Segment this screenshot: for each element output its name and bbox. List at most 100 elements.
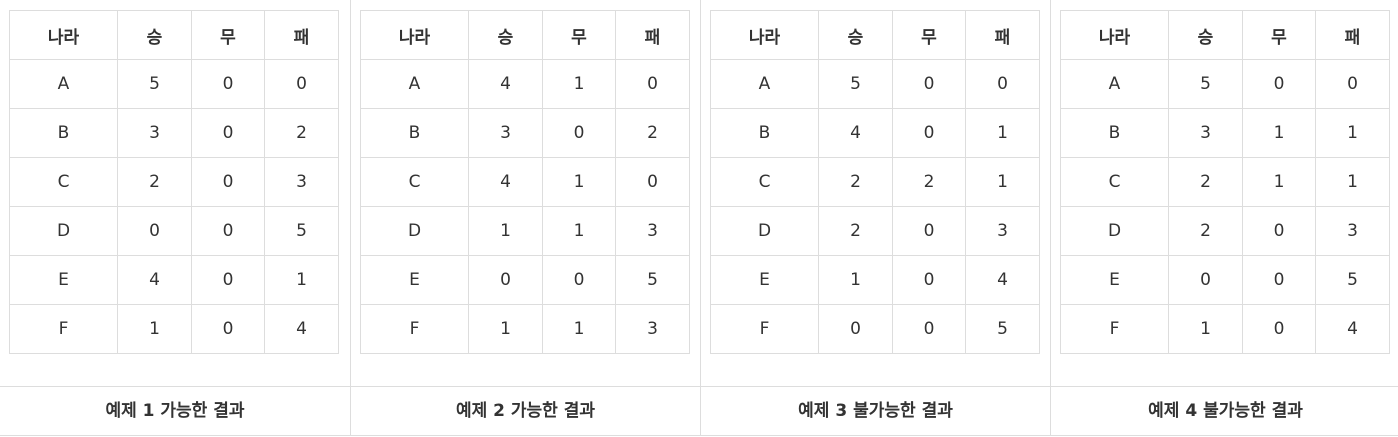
header-losses: 패 [615, 10, 690, 60]
example-caption-2: 예제 2 가능한 결과 [350, 387, 700, 435]
header-wins: 승 [468, 10, 543, 60]
header-losses: 패 [965, 10, 1040, 60]
draws-cell: 0 [191, 255, 265, 305]
losses-cell: 3 [1315, 206, 1390, 256]
losses-cell: 0 [615, 157, 690, 207]
wins-cell: 1 [1168, 304, 1243, 354]
wins-cell: 3 [117, 108, 192, 158]
country-cell: D [360, 206, 469, 256]
losses-cell: 4 [264, 304, 339, 354]
header-draws: 무 [542, 10, 616, 60]
wins-cell: 2 [117, 157, 192, 207]
draws-cell: 0 [892, 206, 966, 256]
draws-cell: 0 [542, 108, 616, 158]
draws-cell: 1 [1242, 108, 1316, 158]
wins-cell: 2 [1168, 157, 1243, 207]
losses-cell: 5 [1315, 255, 1390, 305]
country-cell: F [360, 304, 469, 354]
wins-cell: 1 [117, 304, 192, 354]
losses-cell: 0 [1315, 59, 1390, 109]
draws-cell: 0 [191, 157, 265, 207]
draws-cell: 1 [1242, 157, 1316, 207]
header-row: 나라 승 무 패 [9, 10, 339, 60]
wins-cell: 2 [1168, 206, 1243, 256]
draws-cell: 0 [892, 108, 966, 158]
header-losses: 패 [1315, 10, 1390, 60]
draws-cell: 0 [1242, 304, 1316, 354]
losses-cell: 1 [965, 108, 1040, 158]
header-wins: 승 [117, 10, 192, 60]
wins-cell: 1 [468, 206, 543, 256]
header-row: 나라 승 무 패 [710, 10, 1040, 60]
country-cell: E [1060, 255, 1169, 305]
wins-cell: 4 [818, 108, 893, 158]
losses-cell: 3 [264, 157, 339, 207]
losses-cell: 5 [965, 304, 1040, 354]
wins-cell: 1 [468, 304, 543, 354]
losses-cell: 0 [965, 59, 1040, 109]
header-wins: 승 [1168, 10, 1243, 60]
example-caption-4: 예제 4 불가능한 결과 [1050, 387, 1398, 435]
country-cell: F [9, 304, 118, 354]
losses-cell: 3 [615, 206, 690, 256]
losses-cell: 0 [264, 59, 339, 109]
header-country: 나라 [9, 10, 118, 60]
header-row: 나라 승 무 패 [1060, 10, 1390, 60]
country-cell: C [710, 157, 819, 207]
wins-cell: 1 [818, 255, 893, 305]
country-cell: C [360, 157, 469, 207]
country-cell: E [360, 255, 469, 305]
header-draws: 무 [1242, 10, 1316, 60]
country-cell: E [710, 255, 819, 305]
header-row: 나라 승 무 패 [360, 10, 690, 60]
draws-cell: 1 [542, 59, 616, 109]
wins-cell: 3 [468, 108, 543, 158]
draws-cell: 0 [542, 255, 616, 305]
country-cell: A [1060, 59, 1169, 109]
example-caption-1: 예제 1 가능한 결과 [105, 401, 245, 421]
draws-cell: 1 [542, 304, 616, 354]
losses-cell: 0 [615, 59, 690, 109]
country-cell: B [360, 108, 469, 158]
losses-cell: 4 [1315, 304, 1390, 354]
losses-cell: 2 [264, 108, 339, 158]
draws-cell: 0 [892, 304, 966, 354]
draws-cell: 0 [892, 255, 966, 305]
wins-cell: 4 [468, 59, 543, 109]
losses-cell: 2 [615, 108, 690, 158]
draws-cell: 0 [892, 59, 966, 109]
losses-cell: 1 [965, 157, 1040, 207]
draws-cell: 0 [1242, 255, 1316, 305]
country-cell: B [1060, 108, 1169, 158]
draws-cell: 0 [191, 206, 265, 256]
example-caption-3: 예제 3 불가능한 결과 [700, 387, 1050, 435]
header-country: 나라 [1060, 10, 1169, 60]
country-cell: A [710, 59, 819, 109]
country-cell: B [9, 108, 118, 158]
wins-cell: 5 [818, 59, 893, 109]
draws-cell: 0 [191, 304, 265, 354]
